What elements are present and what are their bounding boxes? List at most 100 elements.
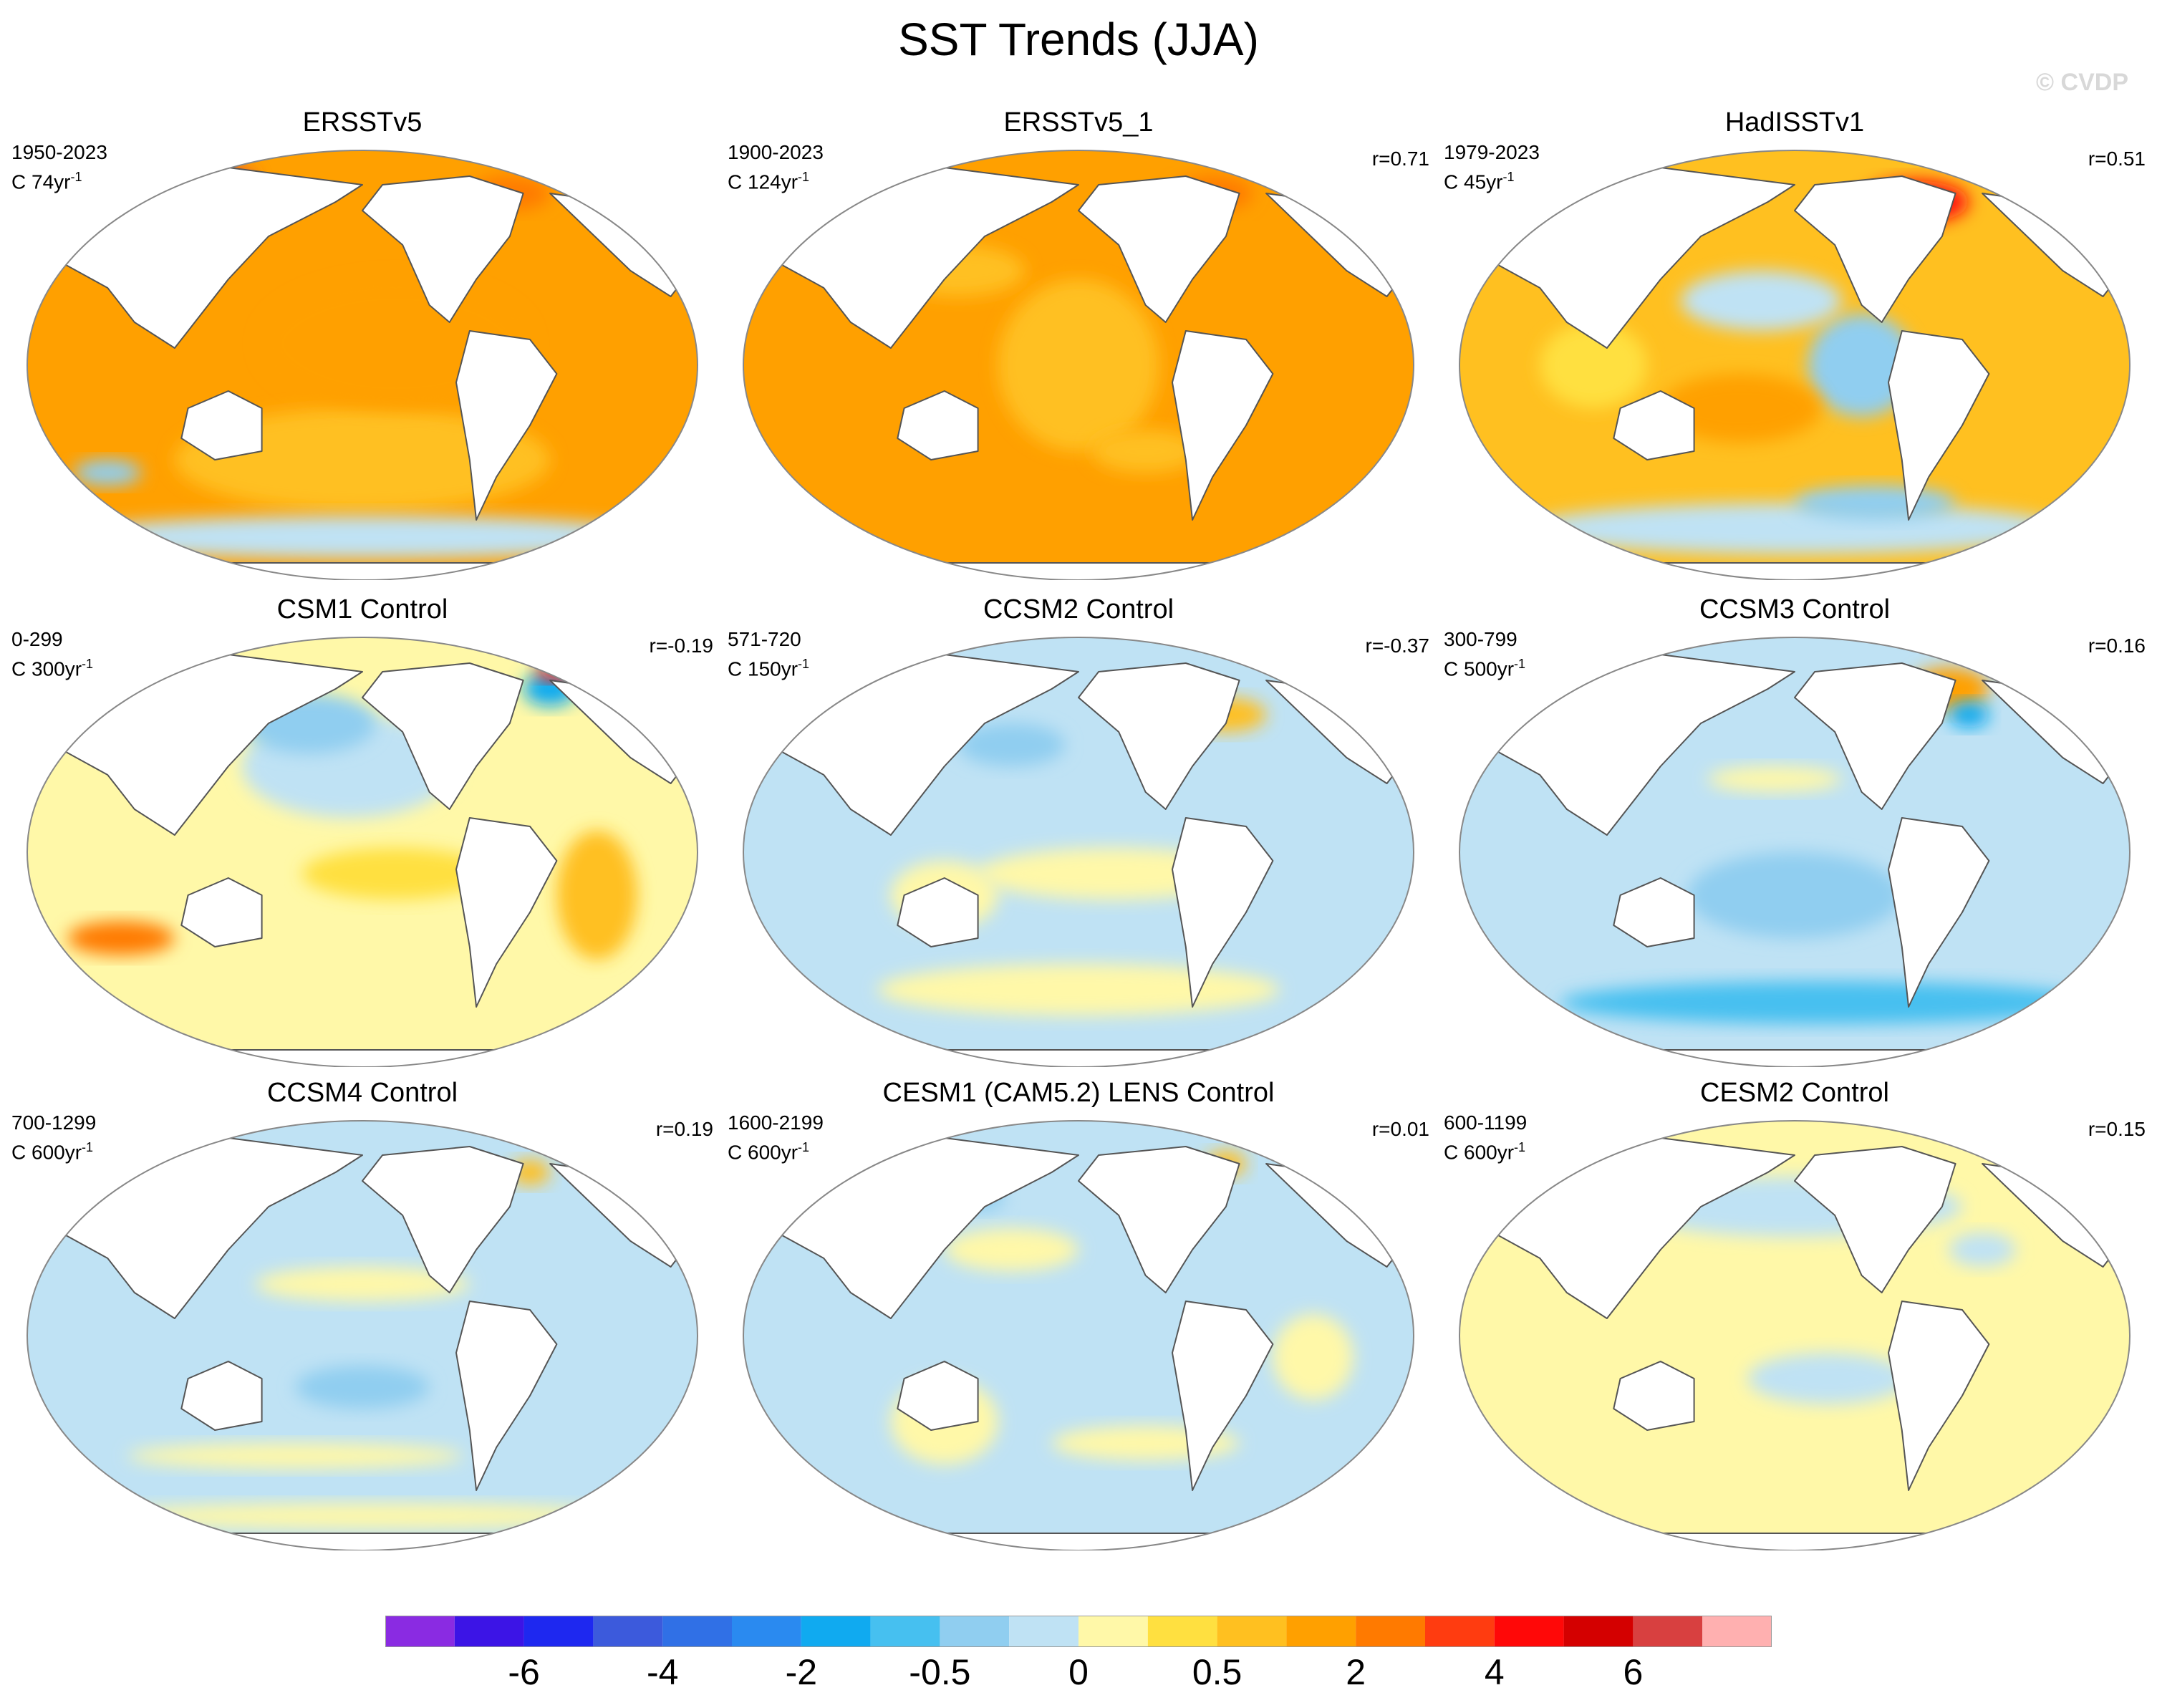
sst-trend-map <box>26 150 698 580</box>
units-exponent: -1 <box>1502 170 1515 184</box>
units-exponent: -1 <box>82 1140 94 1154</box>
map-frame <box>743 150 1414 580</box>
colorbar-swatch <box>593 1616 663 1647</box>
colorbar-tick-label: 4 <box>1484 1652 1505 1692</box>
sst-anomaly-region <box>556 831 637 960</box>
map-panel: CCSM2 Control 571-720 C 150yr-1 r=-0.37 <box>728 594 1429 1067</box>
land-south-america <box>1888 330 1990 521</box>
panel-correlation: r=0.15 <box>2088 1118 2146 1140</box>
land-north-america <box>1794 1146 1956 1293</box>
land-north-america <box>1794 175 1956 323</box>
land-australia <box>1613 1361 1695 1431</box>
units-exponent: -1 <box>82 657 94 671</box>
land-south-america <box>455 1301 558 1491</box>
land-antarctica <box>823 1049 1334 1067</box>
sst-trend-map <box>743 150 1414 580</box>
figure-title: SST Trends (JJA) <box>898 14 1259 65</box>
panel-correlation: r=-0.19 <box>649 635 714 657</box>
sst-trend-map <box>743 637 1414 1067</box>
sst-anomaly-region <box>1540 322 1648 408</box>
colorbar-swatch <box>1286 1616 1356 1647</box>
colorbar-swatch <box>662 1616 732 1647</box>
land-south-america <box>1888 1301 1990 1491</box>
sst-anomaly-region <box>877 964 1280 1015</box>
colorbar-swatch <box>1147 1616 1217 1647</box>
sst-anomaly-region <box>255 1267 470 1301</box>
colorbar-swatch <box>523 1616 594 1647</box>
land-antarctica <box>107 1533 618 1550</box>
colorbar-swatch <box>940 1616 1010 1647</box>
land-antarctica <box>823 1533 1334 1550</box>
colorbar-swatch <box>1217 1616 1287 1647</box>
ocean-background <box>1459 1121 2130 1550</box>
colorbar-tick-label: 2 <box>1346 1652 1366 1692</box>
panel-title: ERSSTv5_1 <box>1003 107 1154 137</box>
map-panel: CESM2 Control 600-1199 C 600yr-1 r=0.15 <box>1444 1078 2146 1550</box>
units-exponent: -1 <box>798 1140 810 1154</box>
panel-correlation: r=0.51 <box>2088 148 2146 170</box>
colorbar-swatch <box>385 1616 455 1647</box>
land-south-america <box>1888 817 1990 1008</box>
units-exponent: -1 <box>1514 1140 1526 1154</box>
map-frame <box>743 637 1414 1067</box>
colorbar-swatch <box>801 1616 871 1647</box>
land-south-america <box>1172 330 1274 521</box>
land-antarctica <box>1539 1533 2050 1550</box>
sst-anomaly-region <box>67 921 175 955</box>
land-north-america <box>1078 175 1240 323</box>
land-north-america <box>1794 662 1956 810</box>
colorbar-swatch <box>1494 1616 1564 1647</box>
panel-units: C 300yr-1 <box>11 652 93 681</box>
panel-correlation: r=0.01 <box>1371 1118 1429 1140</box>
colorbar-swatch <box>732 1616 801 1647</box>
map-panel: CCSM4 Control 700-1299 C 600yr-1 r=0.19 <box>11 1078 713 1550</box>
colorbar-swatch <box>870 1616 940 1647</box>
panel-units: C 600yr-1 <box>1444 1135 1525 1164</box>
colorbar-swatch <box>1078 1616 1148 1647</box>
panel-units-text: C 74yr <box>11 170 71 193</box>
land-north-america <box>362 175 524 323</box>
panel-title: CESM2 Control <box>1700 1078 1889 1108</box>
sst-trend-map <box>1459 150 2131 580</box>
colorbar-tick-label: 6 <box>1623 1652 1644 1692</box>
land-antarctica <box>1539 1049 2050 1067</box>
sst-anomaly-region <box>1560 981 2097 1024</box>
sst-anomaly-region <box>1808 314 1916 417</box>
sst-trend-map <box>1459 1120 2131 1550</box>
map-panel: ERSSTv5 1950-2023 C 74yr-1 <box>11 107 713 580</box>
units-exponent: -1 <box>798 170 810 184</box>
land-australia <box>180 390 263 460</box>
sst-anomaly-region <box>944 1228 1078 1271</box>
colorbar-swatch <box>1563 1616 1634 1647</box>
land-south-america <box>1172 817 1274 1008</box>
panel-units-text: C 150yr <box>728 657 798 680</box>
colorbar-tick-label: 0.5 <box>1192 1652 1242 1692</box>
sst-anomaly-region <box>1680 271 1842 331</box>
map-panel: ERSSTv5_1 1900-2023 C 124yr-1 r=0.71 <box>728 107 1429 580</box>
colorbar-tick-label: -6 <box>508 1652 540 1692</box>
colorbar-tick-label: -0.5 <box>909 1652 971 1692</box>
panel-title: CCSM3 Control <box>1699 594 1891 624</box>
sst-anomaly-region <box>1526 503 2063 554</box>
panel-title: CCSM2 Control <box>983 594 1174 624</box>
sst-anomaly-region <box>301 848 490 899</box>
colorbar-tick-label: -2 <box>785 1652 818 1692</box>
panel-title: HadISSTv1 <box>1724 107 1865 137</box>
sst-anomaly-region <box>1949 1232 2016 1267</box>
map-frame <box>1459 150 2131 580</box>
panel-units: C 150yr-1 <box>728 652 809 681</box>
panel-period: 571-720 <box>728 628 801 650</box>
map-panel: CCSM3 Control 300-799 C 500yr-1 r=0.16 <box>1444 594 2146 1067</box>
panel-units: C 74yr-1 <box>11 165 82 194</box>
sst-trend-map <box>26 637 698 1067</box>
sst-anomaly-region <box>74 460 142 486</box>
panel-title: CSM1 Control <box>276 594 448 624</box>
panel-units-text: C 600yr <box>1444 1141 1515 1164</box>
panel-period: 0-299 <box>11 628 63 650</box>
panel-correlation: r=-0.37 <box>1365 635 1430 657</box>
land-antarctica <box>107 562 618 580</box>
sst-anomaly-region <box>174 408 551 511</box>
colorbar-swatch <box>1633 1616 1703 1647</box>
colorbar-swatch <box>454 1616 524 1647</box>
panel-units: C 124yr-1 <box>728 165 809 194</box>
